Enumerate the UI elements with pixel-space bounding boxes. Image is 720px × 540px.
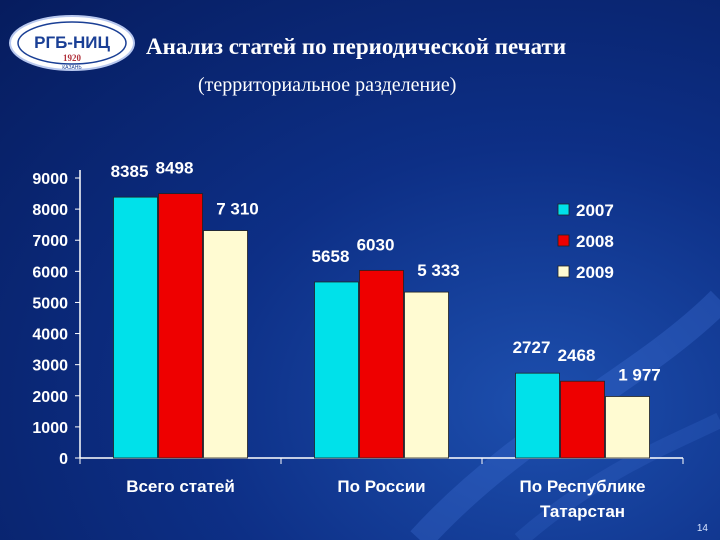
- category-label: По России: [337, 477, 425, 496]
- bar-2007: [113, 196, 158, 459]
- y-tick-label: 0: [59, 451, 68, 468]
- svg-text:КАЗАНЬ: КАЗАНЬ: [62, 65, 82, 71]
- bar-2009: [203, 230, 248, 459]
- legend-swatch-2007: [557, 203, 570, 216]
- bar-2008: [359, 269, 404, 459]
- legend-label: 2007: [576, 201, 614, 220]
- y-tick-label: 5000: [32, 295, 68, 312]
- bar-2009: [605, 396, 650, 459]
- data-label: 8498: [156, 159, 194, 178]
- y-tick-label: 6000: [32, 264, 68, 281]
- legend-label: 2009: [576, 263, 614, 282]
- data-label: 8385: [111, 162, 149, 181]
- data-label: 2727: [513, 338, 551, 357]
- bar-2008: [158, 193, 203, 459]
- legend-label: 2008: [576, 232, 614, 251]
- legend-swatch-2009: [557, 265, 570, 278]
- slide-number: 14: [696, 523, 708, 534]
- bar-2008: [560, 380, 605, 459]
- svg-text:1920: 1920: [63, 53, 82, 63]
- data-label: 5658: [312, 247, 350, 266]
- y-tick-label: 8000: [32, 202, 68, 219]
- page-title: Анализ статей по периодической печати: [146, 34, 567, 59]
- category-label: По Республике: [520, 477, 646, 496]
- data-label: 7 310: [216, 200, 259, 219]
- category-label: Всего статей: [126, 477, 235, 496]
- y-tick-label: 2000: [32, 389, 68, 406]
- y-tick-label: 7000: [32, 233, 68, 250]
- data-label: 1 977: [618, 365, 661, 384]
- y-tick-label: 1000: [32, 420, 68, 437]
- y-tick-label: 9000: [32, 171, 68, 188]
- data-label: 6030: [357, 235, 395, 254]
- bar-2009: [404, 291, 449, 459]
- library-logo: РГБ-НИЦ 1920 КАЗАНЬ: [9, 15, 135, 71]
- bar-2007: [314, 281, 359, 459]
- bar-2007: [515, 372, 560, 459]
- data-label: 5 333: [417, 261, 460, 280]
- legend-swatch-2008: [557, 234, 570, 247]
- y-tick-label: 3000: [32, 358, 68, 375]
- y-tick-label: 4000: [32, 327, 68, 344]
- category-label: Татарстан: [540, 502, 625, 521]
- page-subtitle: (территориальное разделение): [198, 74, 457, 96]
- data-label: 2468: [558, 346, 596, 365]
- svg-text:РГБ-НИЦ: РГБ-НИЦ: [34, 33, 110, 52]
